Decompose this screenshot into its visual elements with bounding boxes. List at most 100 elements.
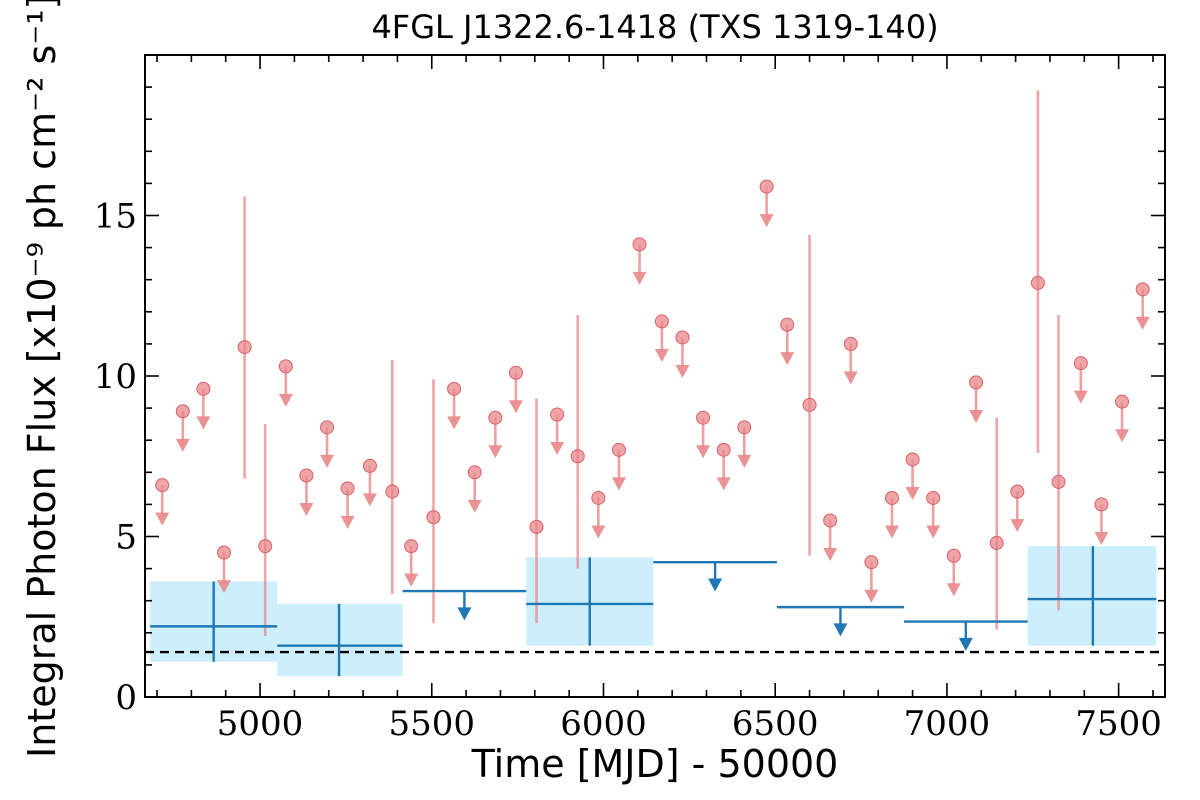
- y-tick-label: 5: [115, 518, 137, 558]
- short-bin-upper-limit-point: [654, 314, 669, 329]
- short-bin-upper-limit-point: [946, 548, 961, 563]
- short-bin-upper-limit-arrow: [864, 589, 879, 603]
- axes-layer: 5000 5500 6000 6500 7000 7500 0 5 10 15: [94, 54, 1166, 744]
- short-bin-upper-limit-point: [175, 404, 190, 419]
- x-tick-label: 6000: [560, 704, 647, 744]
- short-bin-upper-limit-point: [488, 410, 503, 425]
- short-bin-upper-limit-arrow: [1094, 531, 1109, 545]
- short-bin-upper-limit-arrow: [1135, 316, 1150, 330]
- short-bin-upper-limit-point: [196, 381, 211, 396]
- y-tick-label: 15: [94, 197, 137, 237]
- short-bin-point: [989, 535, 1004, 550]
- x-axis-label: Time [MJD] - 50000: [471, 742, 839, 786]
- x-tick-label: 7500: [1075, 704, 1162, 744]
- short-bin-upper-limit-arrow: [696, 445, 711, 459]
- short-bin-upper-limit-arrow: [508, 400, 523, 414]
- y-tick-label: 10: [94, 357, 137, 397]
- short-bin-point: [258, 539, 273, 554]
- x-tick-label: 5500: [389, 704, 476, 744]
- short-bin-upper-limit-arrow: [447, 416, 462, 430]
- short-bin-upper-limit-arrow: [340, 515, 355, 529]
- short-bin-upper-limit-arrow: [299, 503, 314, 517]
- short-bin-upper-limit-point: [1115, 394, 1130, 409]
- short-bin-point: [426, 510, 441, 525]
- short-bin-upper-limit-point: [780, 317, 795, 332]
- short-bin-upper-limit-arrow: [611, 477, 626, 491]
- long-bin-upper-limit-arrow: [457, 607, 472, 621]
- short-bin-upper-limit-arrow: [278, 393, 293, 407]
- short-bin-upper-limit-point: [1094, 497, 1109, 512]
- short-bin-upper-limit-point: [447, 381, 462, 396]
- short-bin-upper-limit-point: [759, 179, 774, 194]
- short-bin-upper-limit-point: [216, 545, 231, 560]
- short-bin-upper-limit-point: [278, 359, 293, 374]
- short-bin-upper-limit-point: [969, 375, 984, 390]
- short-bin-upper-limit-arrow: [550, 442, 565, 456]
- short-bin-upper-limit-point: [591, 490, 606, 505]
- short-bin-upper-limit-arrow: [196, 416, 211, 430]
- short-bin-upper-limit-point: [864, 555, 879, 570]
- short-bin-upper-limit-point: [632, 237, 647, 252]
- short-bin-upper-limit-point: [905, 452, 920, 467]
- short-bin-point: [529, 519, 544, 534]
- short-bin-upper-limit-arrow: [488, 445, 503, 459]
- short-bin-upper-limit-point: [823, 513, 838, 528]
- short-bin-upper-limit-arrow: [843, 371, 858, 385]
- short-bin-upper-limit-point: [340, 481, 355, 496]
- short-bin-upper-limit-arrow: [467, 499, 482, 513]
- short-bin-upper-limit-point: [675, 330, 690, 345]
- short-bin-upper-limit-point: [926, 490, 941, 505]
- short-bin-upper-limit-point: [716, 442, 731, 457]
- short-bin-upper-limit-arrow: [780, 352, 795, 366]
- short-bin-upper-limit-point: [1010, 484, 1025, 499]
- short-bin-point: [1030, 275, 1045, 290]
- long-bin-upper-limit-arrow: [958, 637, 973, 651]
- short-bin-upper-limit-arrow: [823, 547, 838, 561]
- short-bin-upper-limit-point: [320, 420, 335, 435]
- short-bin-upper-limit-arrow: [716, 477, 731, 491]
- short-bin-upper-limit-arrow: [404, 573, 419, 587]
- short-bin-upper-limit-point: [737, 420, 752, 435]
- short-bin-layer: [155, 90, 1150, 637]
- short-bin-upper-limit-arrow: [946, 583, 961, 597]
- short-bin-point: [1051, 474, 1066, 489]
- short-bin-upper-limit-arrow: [632, 271, 647, 285]
- short-bin-upper-limit-arrow: [1073, 390, 1088, 404]
- short-bin-upper-limit-point: [404, 539, 419, 554]
- short-bin-upper-limit-point: [1073, 356, 1088, 371]
- short-bin-point: [237, 340, 252, 355]
- y-tick-label: 0: [115, 678, 137, 718]
- short-bin-upper-limit-arrow: [320, 454, 335, 468]
- short-bin-upper-limit-arrow: [737, 454, 752, 468]
- long-bin-layer: [150, 546, 1157, 677]
- short-bin-upper-limit-arrow: [1115, 429, 1130, 443]
- short-bin-upper-limit-point: [1135, 282, 1150, 297]
- long-bin-upper-limit-arrow: [833, 623, 848, 637]
- short-bin-upper-limit-arrow: [591, 525, 606, 539]
- short-bin-point: [570, 449, 585, 464]
- short-bin-upper-limit-point: [508, 365, 523, 380]
- x-tick-label: 5000: [217, 704, 304, 744]
- short-bin-point: [802, 397, 817, 412]
- short-bin-upper-limit-point: [362, 458, 377, 473]
- short-bin-upper-limit-arrow: [926, 525, 941, 539]
- plot-frame: [144, 54, 1166, 698]
- short-bin-upper-limit-arrow: [654, 348, 669, 362]
- short-bin-upper-limit-arrow: [216, 580, 231, 594]
- chart-title: 4FGL J1322.6-1418 (TXS 1319-140): [371, 8, 939, 46]
- short-bin-upper-limit-point: [884, 490, 899, 505]
- long-bin-bands: [150, 546, 1157, 677]
- short-bin-upper-limit-arrow: [362, 493, 377, 507]
- short-bin-upper-limit-point: [299, 468, 314, 483]
- short-bin-upper-limit-point: [155, 478, 170, 493]
- short-bin-upper-limit-arrow: [675, 365, 690, 378]
- short-bin-upper-limit-arrow: [759, 214, 774, 228]
- x-tick-label: 7000: [904, 704, 991, 744]
- long-bin-upper-limit-arrow: [708, 578, 723, 592]
- short-bin-upper-limit-point: [467, 465, 482, 480]
- short-bin-upper-limit-arrow: [905, 486, 920, 500]
- short-bin-upper-limit-arrow: [969, 409, 984, 423]
- short-bin-upper-limit-point: [696, 410, 711, 425]
- short-bin-point: [385, 484, 400, 499]
